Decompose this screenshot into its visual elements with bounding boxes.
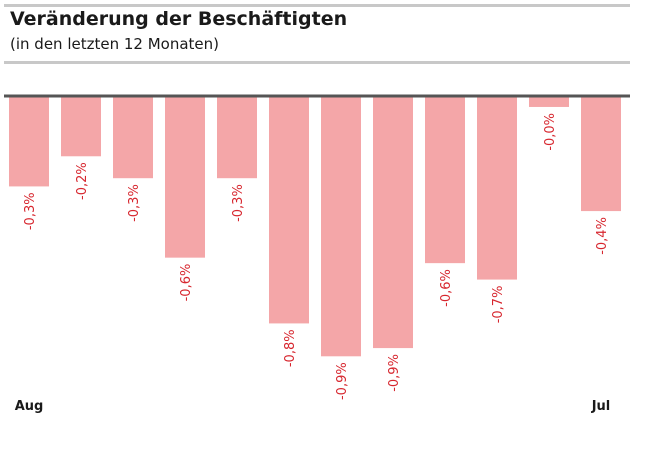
x-tick-label-12: Jul [591, 399, 611, 414]
data-label-1: -0,3% [23, 192, 38, 230]
data-label-12: -0,4% [595, 217, 610, 255]
bar-8 [373, 96, 413, 349]
data-label-2: -0,2% [75, 162, 90, 200]
data-label-4: -0,6% [179, 264, 194, 302]
chart-title: Veränderung der Beschäftigten [10, 8, 348, 30]
bar-12 [581, 96, 621, 212]
chart-subtitle: (in den letzten 12 Monaten) [10, 35, 219, 53]
data-label-5: -0,3% [231, 184, 246, 222]
bar-7 [321, 96, 361, 357]
bar-2 [61, 96, 101, 157]
header-top-rule [4, 4, 630, 7]
header-bottom-rule [4, 61, 630, 64]
bar-3 [113, 96, 153, 179]
data-label-11: -0,0% [543, 113, 558, 151]
bar-6 [269, 96, 309, 324]
data-label-3: -0,3% [127, 184, 142, 222]
data-label-10: -0,7% [491, 286, 506, 324]
data-label-9: -0,6% [439, 269, 454, 307]
bar-10 [477, 96, 517, 280]
bar-9 [425, 96, 465, 264]
data-label-7: -0,9% [335, 362, 350, 400]
bar-11 [529, 96, 569, 107]
bar-1 [9, 96, 49, 187]
x-tick-label-1: Aug [15, 399, 44, 414]
data-label-8: -0,9% [387, 354, 402, 392]
data-label-6: -0,8% [283, 329, 298, 367]
bar-5 [217, 96, 257, 179]
bar-4 [165, 96, 205, 258]
